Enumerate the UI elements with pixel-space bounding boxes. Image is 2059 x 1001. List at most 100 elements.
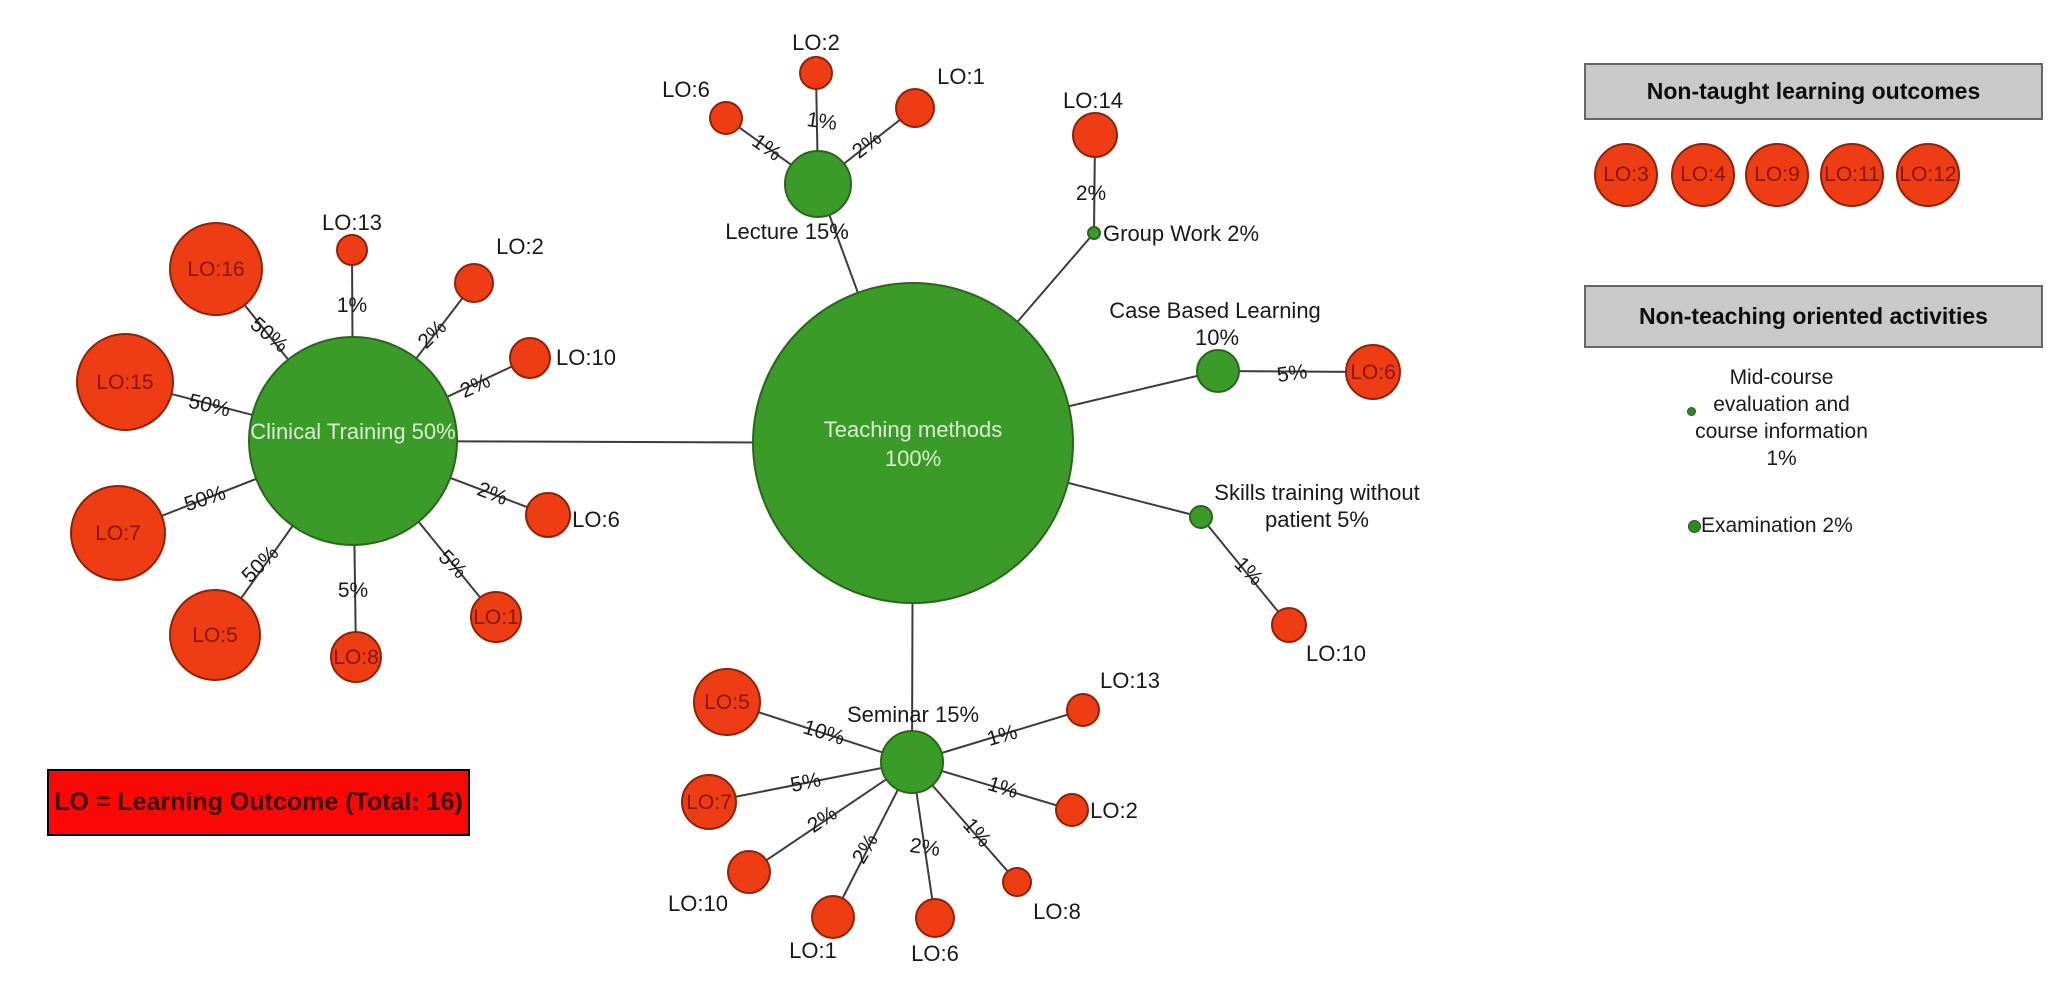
edge-skills-sk-lo10 (1200, 516, 1290, 626)
outcome-node-lec-lo6 (709, 101, 743, 135)
legend-outcome-lo11-label: LO:11 (1824, 163, 1880, 186)
midcourse-line-3: course information (1695, 420, 1868, 443)
legend-non-teaching-header: Non-teaching oriented activities (1584, 285, 2043, 348)
midcourse-evaluation-label: Mid-course evaluation and course informa… (1664, 364, 1899, 472)
activity-node-cbl (1196, 349, 1240, 393)
label-ct-lo6: LO:6 (572, 507, 620, 532)
edge-seminar-sem-lo7 (708, 761, 913, 803)
outcome-node-sk-lo10 (1271, 607, 1307, 643)
outcome-node-ct-lo5 (169, 589, 261, 681)
outcome-node-lec-lo2 (799, 56, 833, 90)
label-ct-lo10: LO:10 (556, 345, 616, 370)
edge-label-clinical-ct-lo10: 2% (457, 369, 494, 403)
label-seminar: Seminar 15% (847, 702, 979, 727)
label-ct-lo2: LO:2 (496, 234, 544, 259)
learning-outcome-note-text: LO = Learning Outcome (Total: 16) (54, 788, 463, 816)
label-clinical: Clinical Training 50% (250, 419, 455, 444)
label-sem-lo7: LO:7 (686, 791, 732, 814)
edge-label-seminar-sem-lo5: 10% (800, 716, 847, 750)
outcome-node-ct-lo13 (336, 234, 368, 266)
legend-outcome-lo9-label: LO:9 (1754, 163, 1800, 186)
outcome-node-ct-lo8 (330, 631, 382, 683)
outcome-node-gw-lo14 (1072, 112, 1118, 158)
outcome-node-lec-lo1 (895, 88, 935, 128)
outcome-node-ct-lo16 (169, 222, 263, 316)
label-sem-lo2: LO:2 (1090, 798, 1138, 823)
midcourse-line-1: Mid-course (1729, 366, 1834, 389)
edge-label-lecture-lec-lo6: 1% (748, 130, 786, 166)
label-sem-lo5: LO:5 (704, 691, 750, 714)
label-lec-lo1: LO:1 (937, 64, 985, 89)
legend-non-taught-header: Non-taught learning outcomes (1584, 63, 2043, 120)
legend-outcome-lo12-label: LO:12 (1899, 163, 1957, 186)
outcome-node-sem-lo8 (1002, 867, 1032, 897)
activity-node-lecture (784, 150, 852, 218)
activity-node-skills (1189, 505, 1213, 529)
label-skills-1: patient 5% (1265, 507, 1369, 532)
label-teaching-1: 100% (885, 446, 941, 471)
outcome-node-sem-lo2 (1055, 793, 1089, 827)
label-sem-lo8: LO:8 (1033, 899, 1081, 924)
label-ct-lo8: LO:8 (333, 646, 379, 669)
examination-label: Examination 2% (1701, 514, 1853, 537)
outcome-node-sem-lo13 (1066, 693, 1100, 727)
midcourse-line-2: evaluation and (1713, 393, 1850, 416)
legend-outcome-lo12: LO:12 (1896, 143, 1960, 207)
outcome-node-ct-lo10 (509, 337, 551, 379)
label-gw-lo14: LO:14 (1063, 88, 1123, 113)
label-ct-lo7: LO:7 (95, 522, 141, 545)
label-sem-lo13: LO:13 (1100, 668, 1160, 693)
legend-outcome-lo4: LO:4 (1671, 143, 1735, 207)
outcome-node-sem-lo6 (915, 898, 955, 938)
label-ct-lo16: LO:16 (187, 258, 244, 281)
outcome-node-cbl-lo6 (1345, 344, 1401, 400)
label-skills: Skills training without (1214, 480, 1419, 505)
edge-label-seminar-sem-lo6: 2% (908, 834, 941, 861)
outcome-node-sem-lo10 (727, 850, 771, 894)
activity-node-groupwork (1087, 226, 1101, 240)
outcome-node-sem-lo5 (693, 668, 761, 736)
edge-label-clinical-ct-lo8: 5% (338, 579, 368, 602)
label-groupwork: Group Work 2% (1103, 221, 1259, 246)
edge-label-seminar-sem-lo2: 1% (985, 772, 1021, 803)
label-cbl: Case Based Learning (1109, 298, 1321, 323)
label-cbl-lo6: LO:6 (1350, 361, 1396, 384)
label-lec-lo6: LO:6 (662, 77, 710, 102)
label-lec-lo2: LO:2 (792, 30, 840, 55)
label-sem-lo10: LO:10 (668, 891, 728, 916)
edge-label-groupwork-gw-lo14: 2% (1076, 182, 1106, 205)
edge-label-cbl-cbl-lo6: 5% (1275, 360, 1308, 387)
label-ct-lo1: LO:1 (473, 606, 519, 629)
label-sem-lo6: LO:6 (911, 941, 959, 966)
legend-outcome-lo11: LO:11 (1820, 143, 1884, 207)
outcome-node-ct-lo7 (70, 485, 166, 581)
outcome-node-sem-lo7 (681, 774, 737, 830)
legend-outcome-lo4-label: LO:4 (1680, 163, 1726, 186)
edge-label-seminar-sem-lo8: 1% (958, 814, 995, 852)
label-ct-lo15: LO:15 (96, 371, 153, 394)
legend-outcome-lo3-label: LO:3 (1603, 163, 1649, 186)
legend-non-taught-title: Non-taught learning outcomes (1646, 78, 1981, 104)
outcome-node-ct-lo6 (525, 492, 571, 538)
outcome-node-sem-lo1 (811, 895, 855, 939)
legend-outcome-lo3: LO:3 (1594, 143, 1658, 207)
label-teaching: Teaching methods (824, 417, 1003, 442)
label-ct-lo5: LO:5 (192, 624, 238, 647)
outcome-node-ct-lo1 (470, 591, 522, 643)
edge-label-seminar-sem-lo1: 2% (848, 830, 883, 868)
edge-label-lecture-lec-lo2: 1% (805, 108, 838, 135)
legend-non-teaching-title: Non-teaching oriented activities (1639, 303, 1988, 329)
edge-seminar-sem-lo10 (748, 761, 913, 873)
edge-label-clinical-ct-lo1: 5% (434, 546, 472, 584)
label-ct-lo13: LO:13 (322, 210, 382, 235)
outcome-node-ct-lo2 (454, 263, 494, 303)
edge-label-clinical-ct-lo6: 2% (474, 478, 511, 510)
edge-label-clinical-ct-lo15: 50% (186, 390, 232, 422)
activity-node-teaching (752, 282, 1074, 604)
midcourse-line-4: 1% (1766, 447, 1797, 470)
edge-label-clinical-ct-lo7: 50% (181, 481, 228, 516)
outcome-node-ct-lo15 (76, 333, 174, 431)
learning-outcome-note: LO = Learning Outcome (Total: 16) (47, 769, 470, 836)
activity-node-seminar (880, 730, 944, 794)
